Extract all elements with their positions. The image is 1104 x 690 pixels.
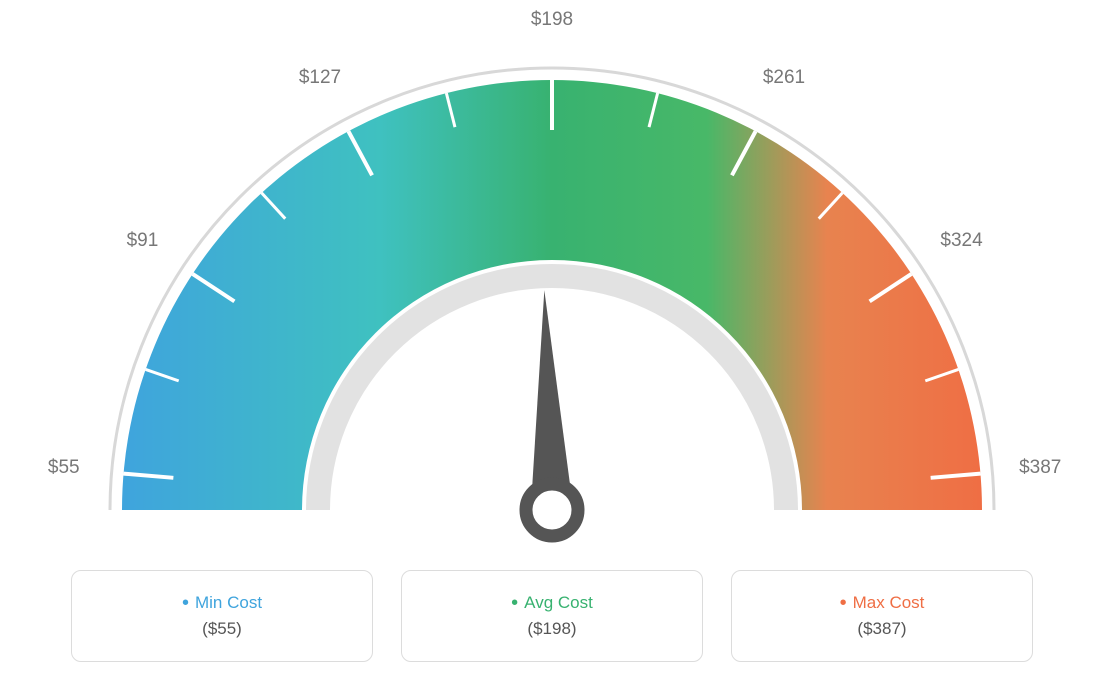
legend-title: • Min Cost xyxy=(182,593,262,613)
legend-box: • Max Cost ($387) xyxy=(731,570,1033,662)
legend-title: • Max Cost xyxy=(840,593,925,613)
tick-label: $55 xyxy=(48,457,80,479)
chart-container: $55 $91 $127 $198 $261 $324 $387 • Min Cost ($55… xyxy=(0,0,1104,690)
bullet-icon: • xyxy=(840,593,847,613)
legend-box: • Min Cost ($55) xyxy=(71,570,373,662)
needle-hub xyxy=(526,484,578,536)
gauge-area: $55 $91 $127 $198 $261 $324 $387 xyxy=(0,0,1104,560)
legend-title: • Avg Cost xyxy=(511,593,593,613)
tick-label: $387 xyxy=(1019,457,1061,479)
bullet-icon: • xyxy=(511,593,518,613)
legend-box: • Avg Cost ($198) xyxy=(401,570,703,662)
legend-title-text: Avg Cost xyxy=(524,593,593,613)
legend-title-text: Max Cost xyxy=(853,593,925,613)
tick-label: $127 xyxy=(299,67,341,89)
legend-value: ($55) xyxy=(202,619,242,639)
tick-label: $198 xyxy=(531,9,573,31)
tick-label: $261 xyxy=(763,67,805,89)
gauge-svg xyxy=(0,0,1104,560)
bullet-icon: • xyxy=(182,593,189,613)
tick-label: $324 xyxy=(940,230,982,252)
legend-area: • Min Cost ($55) • Avg Cost ($198) • Max Cost ($… xyxy=(0,570,1104,670)
legend-title-text: Min Cost xyxy=(195,593,262,613)
tick-label: $91 xyxy=(127,230,159,252)
legend-value: ($387) xyxy=(857,619,906,639)
legend-value: ($198) xyxy=(527,619,576,639)
